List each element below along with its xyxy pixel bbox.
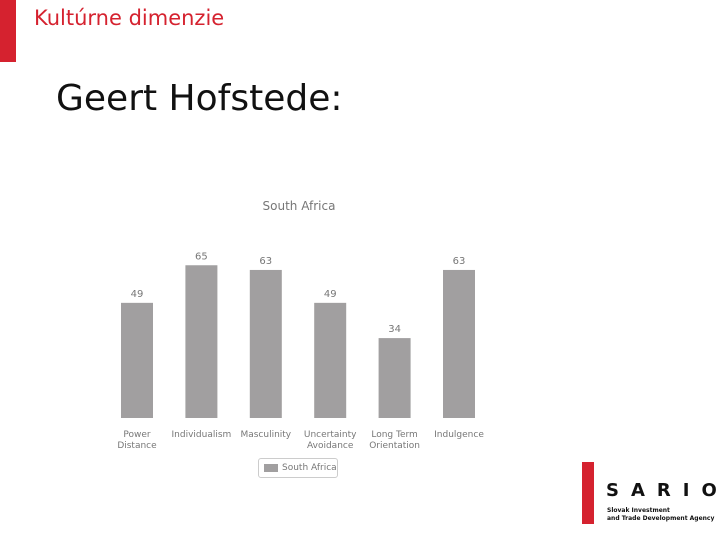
value-label-1: 65	[195, 251, 208, 262]
bar-2	[249, 269, 282, 418]
chart-bars	[121, 265, 475, 418]
value-label-0: 49	[131, 289, 144, 300]
slide-heading: Geert Hofstede:	[56, 78, 343, 119]
category-label-3: Uncertainty Avoidance	[304, 430, 357, 451]
logo-tagline-line2: and Trade Development Agency	[607, 515, 715, 522]
category-label-5: Indulgence	[434, 430, 484, 440]
sario-logo: SARIO	[606, 480, 720, 501]
legend-label: South Africa	[282, 463, 337, 473]
logo-tagline: Slovak Investment and Trade Development …	[607, 507, 714, 523]
value-label-4: 34	[388, 324, 401, 335]
value-label-3: 49	[324, 289, 337, 300]
category-label-0: Power Distance	[117, 430, 157, 451]
chart-title: South Africa	[263, 199, 336, 213]
logo-accent-bar	[582, 462, 594, 524]
title-accent-bar	[0, 0, 16, 62]
category-label-2: Masculinity	[240, 430, 291, 440]
bar-4	[378, 338, 411, 418]
bar-0	[121, 302, 153, 418]
category-label-4: Long Term Orientation	[369, 430, 420, 451]
bar-3	[314, 302, 347, 418]
value-label-5: 63	[453, 256, 466, 267]
value-label-2: 63	[259, 256, 272, 267]
logo-tagline-line1: Slovak Investment	[607, 507, 670, 514]
bar-1	[185, 265, 218, 418]
slide-title: Kultúrne dimenzie	[34, 6, 225, 30]
chart-value-labels: 49 65 63 49 34 63	[131, 251, 466, 335]
chart-legend: South Africa	[258, 458, 338, 478]
legend-swatch	[264, 464, 278, 472]
chart-category-labels: Power Distance Individualism Masculinity Unc…	[117, 430, 484, 451]
bar-5	[443, 269, 475, 418]
category-label-1: Individualism	[172, 430, 232, 440]
